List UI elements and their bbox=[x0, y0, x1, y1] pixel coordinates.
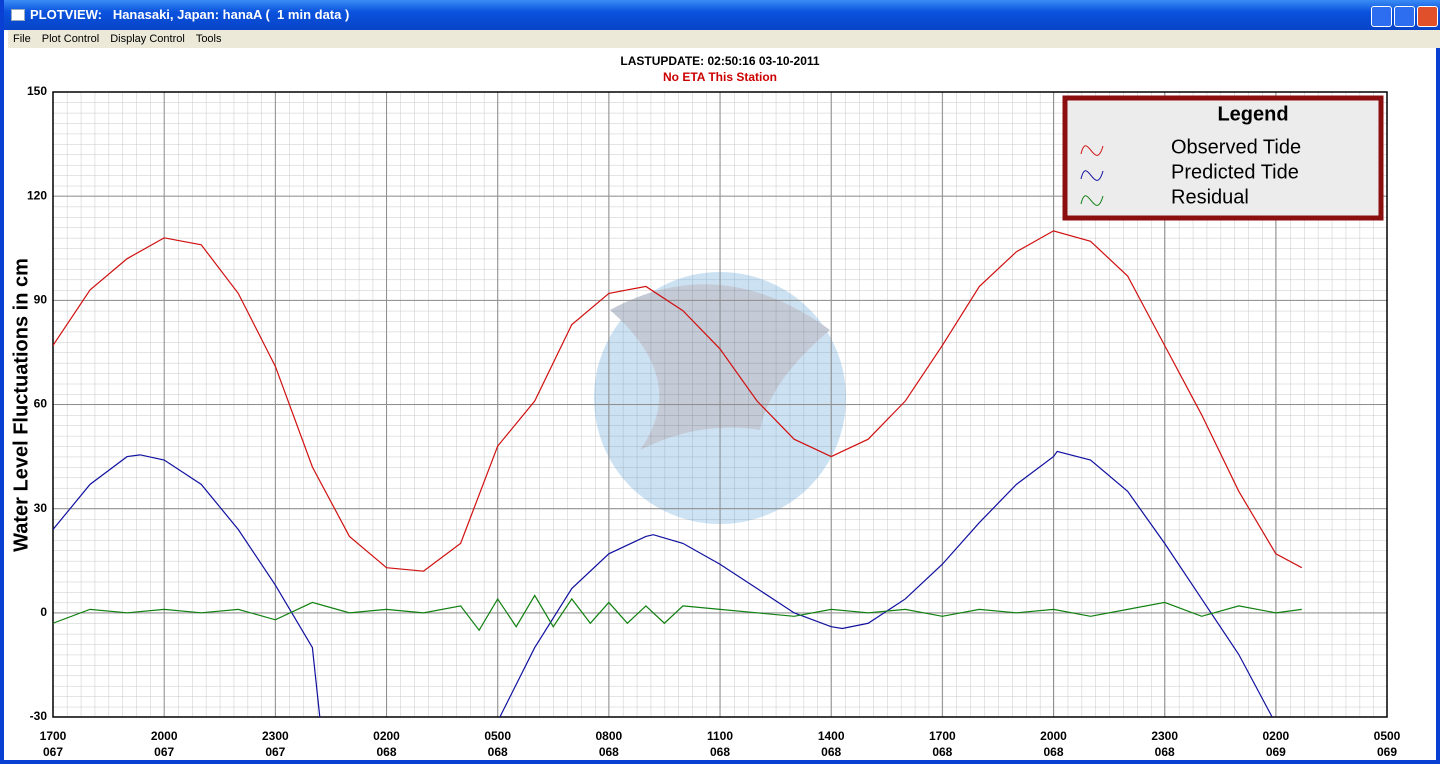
x-tick-day: 068 bbox=[710, 745, 730, 759]
app-icon bbox=[11, 9, 25, 21]
legend-title: Legend bbox=[1217, 103, 1288, 125]
x-tick-label: 2000 bbox=[1040, 729, 1067, 743]
window-title: PLOTVIEW: Hanasaki, Japan: hanaA ( 1 min… bbox=[30, 7, 350, 22]
plot-frame bbox=[52, 91, 1388, 718]
menu-item[interactable]: Tools bbox=[195, 33, 222, 45]
y-tick-label: 150 bbox=[27, 84, 47, 98]
x-tick-label: 1400 bbox=[818, 729, 845, 743]
legend-label: Observed Tide bbox=[1171, 136, 1301, 158]
series-line bbox=[53, 230, 1303, 572]
x-tick-label: 0800 bbox=[595, 729, 622, 743]
maximize-button[interactable] bbox=[1394, 6, 1415, 27]
legend-icon bbox=[1080, 145, 1104, 156]
x-tick-day: 068 bbox=[488, 745, 508, 759]
x-tick-day: 069 bbox=[1377, 745, 1397, 759]
x-tick-day: 067 bbox=[265, 745, 285, 759]
menu-item[interactable]: File bbox=[13, 33, 31, 45]
menu-item[interactable]: Display Control bbox=[110, 33, 185, 45]
series-line bbox=[53, 450, 1273, 717]
x-tick-day: 068 bbox=[821, 745, 841, 759]
chart-title: LASTUPDATE: 02:50:16 03-10-2011 bbox=[620, 54, 820, 68]
y-axis-label: Water Level Fluctuations in cm bbox=[10, 258, 32, 552]
x-tick-day: 068 bbox=[932, 745, 952, 759]
x-tick-label: 0500 bbox=[1374, 729, 1401, 743]
menu-bar: File Plot Control Display Control Tools bbox=[8, 30, 1440, 48]
x-tick-label: 2300 bbox=[262, 729, 289, 743]
legend-box bbox=[1062, 95, 1384, 221]
x-tick-day: 068 bbox=[1043, 745, 1063, 759]
menu-item[interactable]: Plot Control bbox=[41, 33, 100, 45]
legend-icon bbox=[1080, 195, 1104, 206]
legend-icon bbox=[1080, 170, 1104, 181]
x-tick-label: 1100 bbox=[707, 729, 733, 743]
y-tick-label: 90 bbox=[34, 293, 48, 307]
x-tick-day: 068 bbox=[599, 745, 619, 759]
y-tick-label: 0 bbox=[40, 605, 47, 619]
x-tick-label: 0500 bbox=[484, 729, 511, 743]
x-tick-label: 0200 bbox=[373, 729, 400, 743]
close-button[interactable] bbox=[1417, 6, 1438, 27]
y-tick-label: -30 bbox=[30, 709, 48, 723]
chart-subtitle: No ETA This Station bbox=[663, 70, 777, 84]
x-tick-day: 068 bbox=[1155, 745, 1175, 759]
x-tick-day: 067 bbox=[154, 745, 174, 759]
x-tick-label: 1700 bbox=[929, 729, 956, 743]
x-tick-day: 069 bbox=[1266, 745, 1286, 759]
series-line bbox=[53, 594, 1302, 632]
legend-label: Residual bbox=[1171, 186, 1249, 208]
y-tick-label: 60 bbox=[34, 397, 48, 411]
y-tick-label: 30 bbox=[34, 501, 48, 515]
x-tick-label: 2000 bbox=[151, 729, 178, 743]
y-tick-label: 120 bbox=[27, 188, 47, 202]
x-tick-label: 0200 bbox=[1262, 729, 1289, 743]
legend-label: Predicted Tide bbox=[1171, 161, 1299, 183]
minimize-button[interactable] bbox=[1371, 6, 1392, 27]
x-tick-day: 068 bbox=[376, 745, 396, 759]
x-tick-day: 067 bbox=[43, 745, 63, 759]
title-bar: PLOTVIEW: Hanasaki, Japan: hanaA ( 1 min… bbox=[4, 0, 1440, 30]
x-tick-label: 1700 bbox=[40, 729, 67, 743]
x-tick-label: 2300 bbox=[1151, 729, 1178, 743]
